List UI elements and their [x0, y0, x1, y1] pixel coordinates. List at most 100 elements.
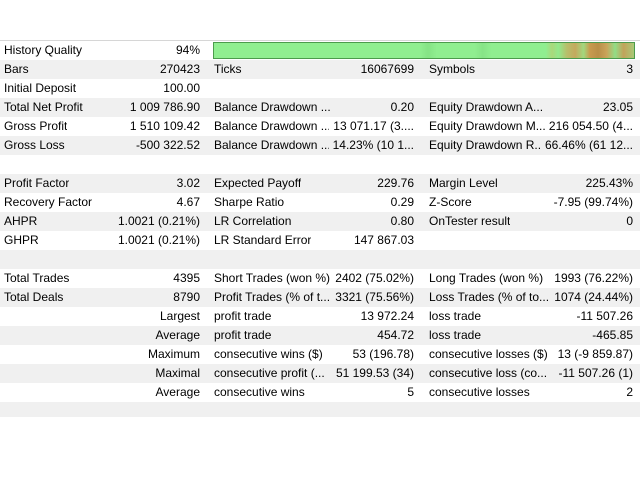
- table-row-history-quality: History Quality 94%: [0, 41, 640, 60]
- stat-value: -465.85: [592, 328, 633, 342]
- stat-value: 216 054.50 (4...: [548, 119, 633, 133]
- stat-value: 1993 (76.22%): [554, 271, 633, 285]
- stat-value: 13 071.17 (3....: [333, 119, 414, 133]
- table-row: Gross Profit 1 510 109.42 Balance Drawdow…: [0, 117, 640, 136]
- stat-label: Ticks: [214, 62, 242, 76]
- stat-value: 4.67: [176, 195, 200, 209]
- stat-value: 16067699: [360, 62, 414, 76]
- stat-value: 3.02: [176, 176, 200, 190]
- table-row: Largest profit trade 13 972.24 loss trade…: [0, 307, 640, 326]
- stat-value: 270423: [159, 62, 200, 76]
- stat-value: 2: [626, 385, 633, 399]
- stat-value: 3: [626, 62, 633, 76]
- stat-value: 1 510 109.42: [129, 119, 200, 133]
- table-row: Maximum consecutive wins ($) 53 (196.78) …: [0, 345, 640, 364]
- stat-label: profit trade: [214, 328, 272, 342]
- table-row: Total Deals 8790 Profit Trades (% of t...…: [0, 288, 640, 307]
- stat-label: Profit Factor: [4, 176, 70, 190]
- stat-label: Expected Payoff: [214, 176, 302, 190]
- stat-label: Margin Level: [429, 176, 498, 190]
- stat-value: 0.20: [390, 100, 414, 114]
- stat-label: Average: [155, 328, 200, 342]
- stat-value: 53 (196.78): [352, 347, 414, 361]
- table-row: Average consecutive wins 5 consecutive lo…: [0, 383, 640, 402]
- stat-label: Largest: [159, 309, 200, 323]
- stat-label: Long Trades (won %): [429, 271, 544, 285]
- stat-value: 8790: [173, 290, 200, 304]
- stat-label: consecutive losses ($): [429, 347, 548, 361]
- stat-label: AHPR: [4, 214, 38, 228]
- table-row: Maximal consecutive profit (... 51 199.53…: [0, 364, 640, 383]
- stat-label: Balance Drawdown ...: [214, 119, 330, 133]
- stat-label: Average: [155, 385, 200, 399]
- table-row: AHPR 1.0021 (0.21%) LR Correlation 0.80 On…: [0, 212, 640, 231]
- stat-value: 1.0021 (0.21%): [117, 214, 200, 228]
- stat-value: 4395: [173, 271, 200, 285]
- table-row: Average profit trade 454.72 loss trade -46…: [0, 326, 640, 345]
- table-row: GHPR 1.0021 (0.21%) LR Standard Error 147 …: [0, 231, 640, 250]
- stat-label: Equity Drawdown R...: [429, 138, 541, 152]
- stat-label: Profit Trades (% of t...: [214, 290, 331, 304]
- table-row-blank: [0, 402, 640, 417]
- stat-label: Maximum: [147, 347, 200, 361]
- stat-label: consecutive losses: [429, 385, 530, 399]
- stat-label: LR Standard Error: [214, 233, 312, 247]
- stat-label: consecutive wins ($): [214, 347, 323, 361]
- stat-value: 5: [407, 385, 414, 399]
- stat-value: 0: [626, 214, 633, 228]
- stat-value: 229.76: [377, 176, 414, 190]
- stat-label: History Quality: [4, 43, 83, 57]
- stat-value: 14.23% (10 1...: [332, 138, 414, 152]
- stat-label: Equity Drawdown M...: [429, 119, 545, 133]
- stat-value: 51 199.53 (34): [335, 366, 414, 380]
- stat-value: 1.0021 (0.21%): [117, 233, 200, 247]
- stat-value: 225.43%: [585, 176, 633, 190]
- stat-value: -500 322.52: [135, 138, 200, 152]
- stat-label: Sharpe Ratio: [214, 195, 285, 209]
- stat-label: Equity Drawdown A...: [429, 100, 544, 114]
- stat-label: consecutive loss (co...: [429, 366, 548, 380]
- stat-value: 0.80: [390, 214, 414, 228]
- table-row: Recovery Factor 4.67 Sharpe Ratio 0.29 Z-S…: [0, 193, 640, 212]
- stat-label: Total Deals: [4, 290, 64, 304]
- stat-label: Initial Deposit: [4, 81, 77, 95]
- history-quality-bar: [213, 42, 635, 59]
- stat-label: loss trade: [429, 309, 482, 323]
- stat-label: LR Correlation: [214, 214, 292, 228]
- stat-value: 454.72: [377, 328, 414, 342]
- stat-value: 100.00: [163, 81, 200, 95]
- stat-label: GHPR: [4, 233, 39, 247]
- stat-value: 13 (-9 859.87): [557, 347, 633, 361]
- table-row-blank: [0, 155, 640, 174]
- table-row: Total Net Profit 1 009 786.90 Balance Dra…: [0, 98, 640, 117]
- stat-value: 2402 (75.02%): [335, 271, 414, 285]
- stat-label: Gross Profit: [4, 119, 68, 133]
- table-row: Initial Deposit 100.00: [0, 79, 640, 98]
- stat-label: Bars: [4, 62, 29, 76]
- table-row: Total Trades 4395 Short Trades (won %) 240…: [0, 269, 640, 288]
- stat-value: 13 972.24: [360, 309, 414, 323]
- stat-label: Z-Score: [429, 195, 472, 209]
- stat-value: 3321 (75.56%): [335, 290, 414, 304]
- table-row: Profit Factor 3.02 Expected Payoff 229.76 …: [0, 174, 640, 193]
- report-table: History Quality 94% Bars 270423 Ticks 1606…: [0, 40, 640, 417]
- stat-label: consecutive wins: [214, 385, 305, 399]
- stat-label: Recovery Factor: [4, 195, 93, 209]
- stat-label: Short Trades (won %): [214, 271, 331, 285]
- stat-value: -11 507.26 (1): [558, 366, 634, 380]
- stat-label: Balance Drawdown ...: [214, 138, 329, 152]
- stat-label: Loss Trades (% of to...: [429, 290, 550, 304]
- stat-label: OnTester result: [429, 214, 511, 228]
- stat-label: Total Net Profit: [4, 100, 83, 114]
- stat-value: -7.95 (99.74%): [553, 195, 633, 209]
- stat-value: 23.05: [602, 100, 633, 114]
- stat-label: Gross Loss: [4, 138, 65, 152]
- stat-value: 66.46% (61 12...: [544, 138, 633, 152]
- table-row: Bars 270423 Ticks 16067699 Symbols 3: [0, 60, 640, 79]
- stat-label: Balance Drawdown ...: [214, 100, 331, 114]
- table-row: Gross Loss -500 322.52 Balance Drawdown .…: [0, 136, 640, 155]
- table-row-blank: [0, 250, 640, 269]
- stat-value: 1074 (24.44%): [554, 290, 633, 304]
- stat-label: profit trade: [214, 309, 272, 323]
